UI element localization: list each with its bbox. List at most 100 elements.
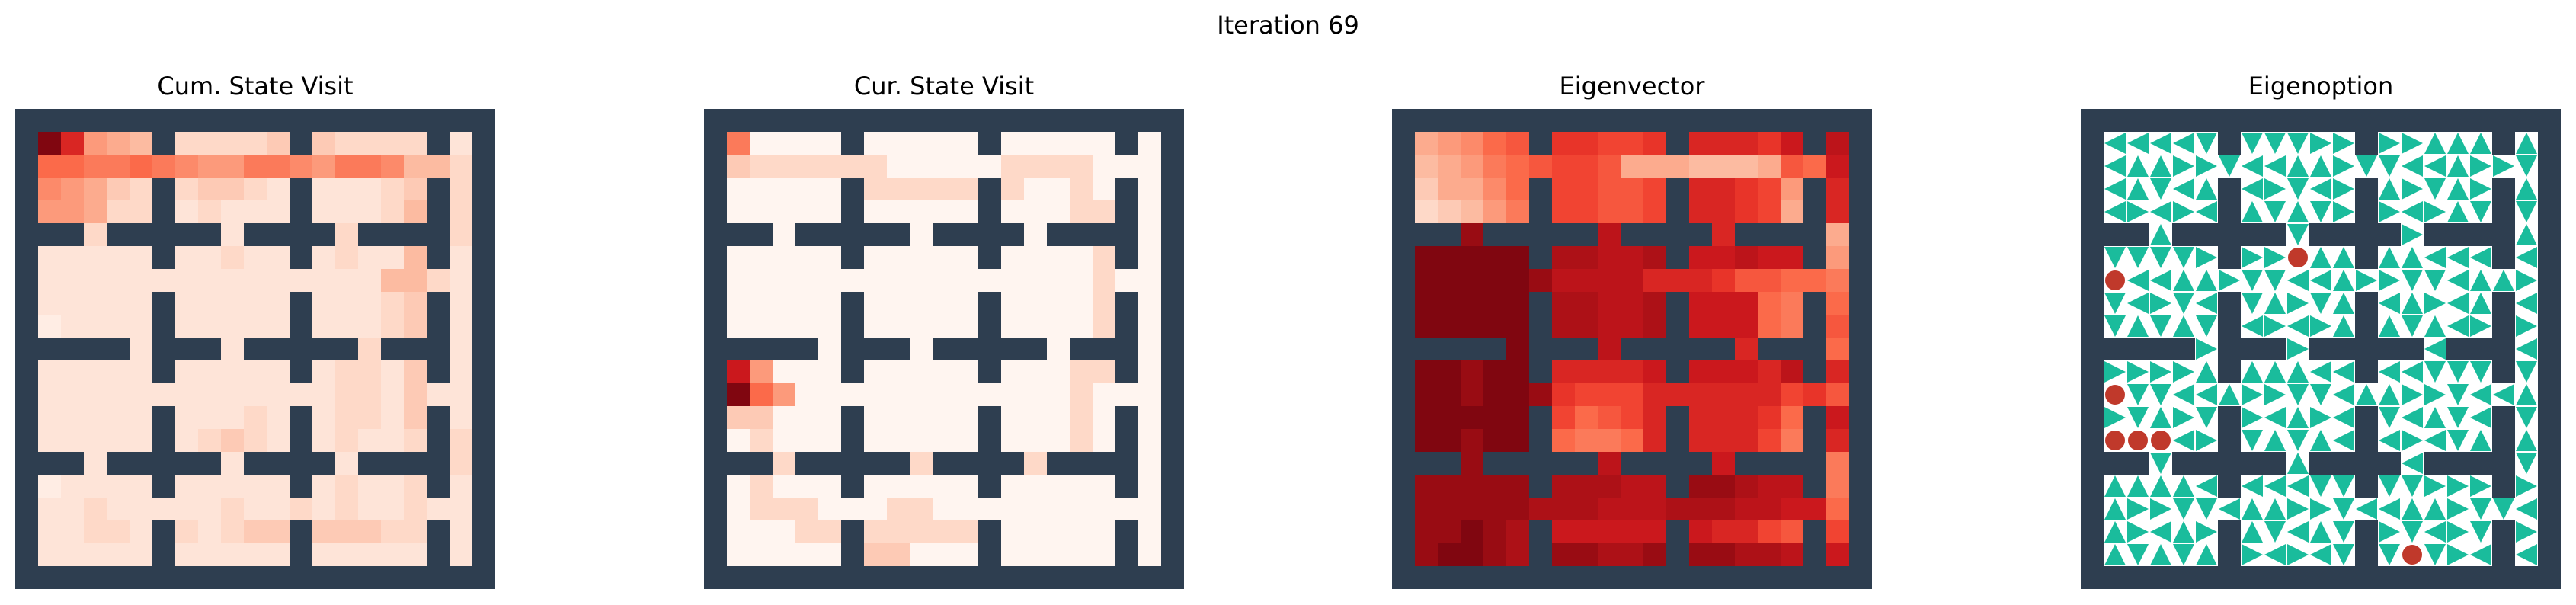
policy-arrow-up [2424, 315, 2446, 337]
wall-cell [933, 223, 955, 246]
heatmap-cell [130, 360, 152, 383]
heatmap-cell [152, 269, 175, 292]
wall-cell [2104, 452, 2126, 475]
wall-cell [1161, 178, 1184, 200]
heatmap-cell [1047, 292, 1070, 315]
wall-cell [2355, 132, 2378, 155]
heatmap-cell [198, 498, 221, 520]
heatmap-cell [175, 498, 198, 520]
heatmap-cell [84, 223, 107, 246]
wall-cell [1529, 406, 1552, 429]
policy-arrow-left [2424, 521, 2446, 543]
wall-cell [887, 452, 910, 475]
heatmap-cell [1047, 155, 1070, 178]
wall-cell [841, 338, 864, 360]
heatmap-cell [1461, 178, 1483, 200]
wall-cell [1712, 338, 1735, 360]
heatmap-cell [864, 315, 887, 338]
wall-cell [244, 566, 267, 589]
heatmap-cell [1689, 155, 1712, 178]
wall-cell [933, 338, 955, 360]
policy-arrow-right [2219, 270, 2240, 291]
wall-cell [1849, 498, 1872, 520]
heatmap-cell [267, 406, 290, 429]
policy-arrow-right [2127, 201, 2149, 222]
heatmap-cell [1070, 132, 1093, 155]
policy-arrow-left [2356, 498, 2377, 520]
policy-arrow-up [2242, 498, 2263, 520]
heatmap-cell [61, 360, 84, 383]
wall-cell [818, 452, 841, 475]
wall-cell [290, 543, 312, 566]
wall-cell [1438, 223, 1461, 246]
heatmap-cell [1047, 383, 1070, 406]
heatmap-cell [1047, 338, 1070, 360]
heatmap-cell [910, 520, 933, 543]
policy-arrow-down [2310, 293, 2331, 314]
wall-cell [2104, 223, 2126, 246]
heatmap-cell [1047, 178, 1070, 200]
heatmap-cell [1024, 429, 1047, 452]
policy-arrow-right [2173, 407, 2194, 428]
wall-cell [358, 566, 381, 589]
heatmap-cell [1483, 246, 1506, 269]
wall-cell [1552, 566, 1575, 589]
heatmap-cell [1461, 292, 1483, 315]
policy-arrow-right [2310, 133, 2331, 154]
heatmap-cell [1826, 475, 1849, 498]
wall-cell [1024, 566, 1047, 589]
heatmap-cell [818, 475, 841, 498]
heatmap-cell [1712, 543, 1735, 566]
wall-cell [84, 109, 107, 132]
heatmap-cell [1461, 360, 1483, 383]
heatmap-cell [1621, 383, 1643, 406]
wall-cell [2538, 315, 2561, 338]
wall-cell [2126, 452, 2149, 475]
wall-cell [198, 566, 221, 589]
heatmap-cell [1575, 383, 1598, 406]
heatmap-cell [1758, 520, 1781, 543]
policy-arrow-left [2424, 430, 2446, 451]
wall-cell [1115, 566, 1138, 589]
wall-cell [1161, 223, 1184, 246]
heatmap-cell [290, 498, 312, 520]
heatmap-cell [130, 429, 152, 452]
wall-cell [2081, 452, 2104, 475]
heatmap-cell [887, 132, 910, 155]
heatmap-cell [1415, 269, 1438, 292]
heatmap-cell [130, 406, 152, 429]
heatmap-cell [1712, 429, 1735, 452]
heatmap-cell [1735, 315, 1758, 338]
wall-cell [1849, 360, 1872, 383]
wall-cell [1392, 520, 1415, 543]
wall-cell [1506, 109, 1529, 132]
heatmap-cell [818, 338, 841, 360]
policy-arrow-down [2424, 178, 2446, 200]
wall-cell [841, 200, 864, 223]
heatmap-cell [1552, 520, 1575, 543]
policy-arrow-left [2402, 155, 2423, 177]
heatmap-cell [818, 200, 841, 223]
wall-cell [152, 452, 175, 475]
wall-cell [1483, 338, 1506, 360]
heatmap-cell [84, 406, 107, 429]
heatmap-cell [1552, 315, 1575, 338]
heatmap-cell [1643, 178, 1666, 200]
policy-arrow-left [2379, 498, 2400, 520]
wall-cell [198, 452, 221, 475]
heatmap-cell [267, 498, 290, 520]
heatmap-cell [1024, 498, 1047, 520]
wall-cell [427, 520, 450, 543]
wall-cell [978, 132, 1001, 155]
policy-arrow-up [2402, 498, 2423, 520]
wall-cell [1643, 452, 1666, 475]
heatmap-cell [795, 383, 818, 406]
heatmap-cell [1689, 406, 1712, 429]
heatmap-cell [1758, 498, 1781, 520]
heatmap-cell [1826, 178, 1849, 200]
wall-cell [1735, 566, 1758, 589]
heatmap-cell [1598, 520, 1621, 543]
policy-arrow-up [2333, 293, 2354, 314]
heatmap-cell [130, 246, 152, 269]
heatmap-cell [1735, 338, 1758, 360]
